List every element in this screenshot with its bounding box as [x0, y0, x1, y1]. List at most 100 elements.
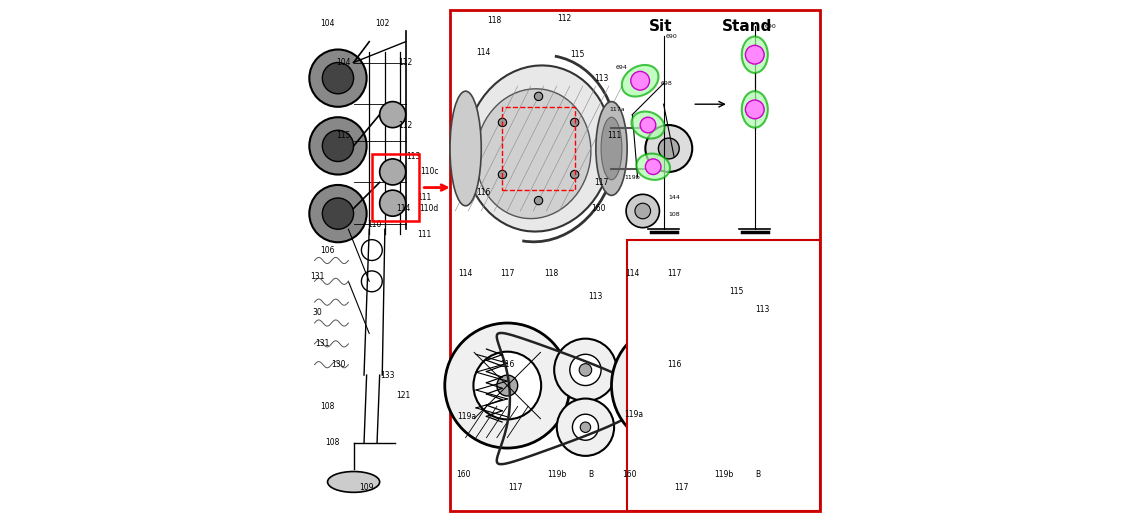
Text: 119b: 119b: [547, 469, 566, 479]
Text: 110d: 110d: [419, 204, 438, 213]
Text: 114: 114: [477, 47, 491, 57]
Circle shape: [740, 414, 765, 440]
Circle shape: [534, 196, 543, 205]
Text: 104: 104: [336, 58, 351, 67]
Text: 30: 30: [312, 308, 321, 317]
Ellipse shape: [636, 154, 670, 180]
Bar: [450, 10, 819, 511]
Text: 114: 114: [396, 204, 410, 213]
Text: 115: 115: [336, 131, 351, 140]
Circle shape: [724, 399, 781, 456]
Text: 160: 160: [455, 469, 470, 479]
Circle shape: [309, 49, 366, 107]
Text: 113: 113: [755, 305, 770, 315]
Bar: [502, 107, 575, 190]
Circle shape: [498, 118, 507, 127]
Circle shape: [641, 117, 655, 133]
Circle shape: [659, 138, 679, 159]
Text: 117a: 117a: [609, 107, 625, 112]
Text: 112: 112: [558, 14, 572, 23]
Circle shape: [473, 352, 541, 419]
Text: 114: 114: [625, 269, 640, 278]
Circle shape: [380, 190, 406, 216]
Circle shape: [611, 323, 736, 448]
Ellipse shape: [465, 66, 611, 231]
Circle shape: [323, 198, 354, 229]
Circle shape: [498, 170, 507, 179]
Text: 130: 130: [330, 360, 345, 369]
Text: 112: 112: [399, 120, 413, 130]
Circle shape: [720, 339, 783, 401]
Ellipse shape: [450, 91, 481, 206]
Text: 116: 116: [477, 188, 491, 197]
Text: 110c: 110c: [420, 167, 438, 177]
Circle shape: [309, 185, 366, 242]
Text: 116: 116: [500, 360, 515, 369]
Text: 116: 116: [667, 360, 681, 369]
Text: 117: 117: [667, 269, 681, 278]
Text: 160: 160: [591, 204, 606, 213]
Text: 117: 117: [508, 482, 523, 492]
Circle shape: [736, 354, 768, 386]
Text: 690: 690: [764, 23, 777, 29]
Text: 102: 102: [375, 19, 389, 28]
Text: 121: 121: [396, 391, 410, 401]
Text: 117: 117: [674, 482, 689, 492]
Circle shape: [380, 159, 406, 185]
Text: 117: 117: [593, 178, 608, 187]
Circle shape: [323, 130, 354, 162]
Ellipse shape: [327, 472, 380, 492]
Circle shape: [626, 194, 660, 228]
Circle shape: [635, 203, 651, 219]
Text: 117: 117: [500, 269, 515, 278]
Circle shape: [645, 159, 661, 175]
Circle shape: [534, 92, 543, 101]
Circle shape: [556, 399, 614, 456]
Ellipse shape: [742, 36, 768, 73]
Circle shape: [570, 354, 601, 386]
Text: 108: 108: [320, 402, 335, 411]
Text: 119a: 119a: [457, 412, 477, 421]
Ellipse shape: [632, 111, 664, 139]
Text: 131: 131: [315, 339, 329, 349]
Text: 106: 106: [320, 245, 335, 255]
Bar: [307, 10, 442, 516]
Text: 108: 108: [668, 212, 680, 217]
Text: 110: 110: [368, 219, 382, 229]
Circle shape: [554, 339, 617, 401]
Circle shape: [579, 364, 591, 376]
Circle shape: [323, 63, 354, 94]
Text: 698: 698: [660, 81, 672, 86]
Circle shape: [571, 170, 579, 179]
Bar: [627, 240, 819, 511]
Text: Stand: Stand: [722, 19, 772, 33]
Text: 690: 690: [665, 34, 678, 39]
Text: 119b: 119b: [714, 469, 733, 479]
Text: 111: 111: [417, 193, 432, 203]
Text: 114: 114: [459, 269, 473, 278]
Ellipse shape: [596, 102, 627, 195]
Text: 111: 111: [607, 131, 622, 140]
Text: 108: 108: [326, 438, 339, 448]
Bar: [372, 154, 419, 221]
Text: 131: 131: [310, 271, 325, 281]
Text: 119b: 119b: [625, 175, 641, 180]
Circle shape: [572, 414, 598, 440]
Circle shape: [746, 364, 759, 376]
Circle shape: [641, 352, 708, 419]
Text: 111: 111: [417, 230, 432, 239]
Text: 104: 104: [320, 19, 335, 28]
Text: B: B: [588, 469, 593, 479]
Text: 109: 109: [360, 482, 374, 492]
Circle shape: [309, 117, 366, 175]
Text: 113: 113: [589, 292, 604, 302]
Text: 118: 118: [487, 16, 501, 26]
Ellipse shape: [601, 117, 622, 180]
Circle shape: [571, 118, 579, 127]
Circle shape: [745, 45, 764, 64]
Circle shape: [497, 375, 518, 396]
Text: 113: 113: [593, 73, 608, 83]
Circle shape: [745, 100, 764, 119]
Ellipse shape: [622, 65, 659, 96]
Ellipse shape: [475, 89, 591, 219]
